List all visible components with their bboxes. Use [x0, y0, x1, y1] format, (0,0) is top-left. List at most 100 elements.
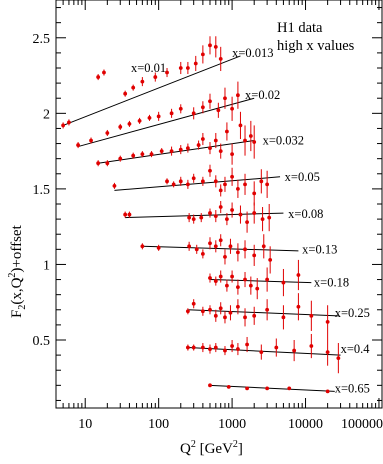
- point-marker: [165, 70, 169, 75]
- point-marker: [325, 319, 330, 324]
- data-point: [260, 207, 265, 232]
- point-marker: [191, 217, 196, 222]
- data-point: [105, 160, 110, 167]
- point-marker: [191, 301, 196, 306]
- data-point: [196, 140, 201, 150]
- point-marker: [218, 306, 223, 311]
- point-marker: [123, 212, 128, 217]
- data-point: [236, 299, 240, 315]
- point-marker: [105, 131, 110, 135]
- data-point: [213, 210, 218, 223]
- x-axis-title-unit-sup: 2: [233, 439, 238, 450]
- data-point: [245, 336, 249, 353]
- point-marker: [223, 182, 227, 187]
- data-point: [236, 81, 240, 109]
- fit-line: [62, 55, 241, 126]
- fit-line: [114, 176, 281, 191]
- point-marker: [185, 309, 190, 314]
- fit-line: [98, 140, 255, 164]
- data-point: [255, 278, 260, 300]
- x-axis-title-q: Q: [180, 441, 191, 457]
- point-marker: [265, 307, 270, 312]
- data-point: [267, 204, 272, 232]
- point-marker: [213, 138, 218, 143]
- legend-line-1: H1 data: [277, 20, 323, 36]
- point-marker: [230, 208, 234, 212]
- data-point: [105, 129, 110, 136]
- data-point: [325, 338, 330, 366]
- data-point: [140, 151, 145, 158]
- series-labels: x=0.01 x=0.013 x=0.02 x=0.032 x=0.05 x=0.08 x=…: [131, 46, 370, 395]
- data-point: [287, 386, 292, 391]
- y-axis-title-sup: 2: [7, 273, 18, 278]
- point-marker: [187, 215, 192, 220]
- point-marker: [228, 244, 233, 249]
- point-marker: [309, 313, 314, 318]
- point-marker: [228, 310, 233, 315]
- point-marker: [296, 273, 301, 277]
- point-marker: [149, 152, 154, 157]
- point-marker: [196, 143, 201, 147]
- data-point: [200, 45, 205, 64]
- point-marker: [223, 348, 227, 353]
- series-label: x=0.18: [314, 276, 349, 290]
- data-point: [127, 211, 132, 218]
- point-marker: [243, 315, 247, 320]
- point-marker: [281, 315, 286, 320]
- data-point: [131, 84, 136, 91]
- data-point: [165, 68, 169, 78]
- data-point: [165, 178, 169, 185]
- point-marker: [185, 345, 190, 350]
- point-marker: [252, 140, 257, 144]
- point-marker: [153, 75, 158, 79]
- data-point: [208, 237, 212, 250]
- data-point: [236, 179, 240, 198]
- point-marker: [223, 315, 227, 320]
- x-axis-title-unit-close: ]: [238, 441, 243, 457]
- data-point: [223, 87, 227, 109]
- y-axis-ticks: 0.5 1 1.5 2 2.5: [33, 7, 382, 401]
- plot-frame: [55, 0, 383, 409]
- point-marker: [159, 149, 164, 154]
- data-point: [213, 175, 218, 188]
- data-point: [223, 176, 227, 192]
- data-point: [252, 306, 257, 325]
- point-marker: [265, 182, 270, 187]
- point-marker: [230, 344, 234, 348]
- point-marker: [200, 179, 205, 184]
- point-marker: [259, 350, 264, 354]
- point-marker: [252, 313, 257, 318]
- data-point: [223, 249, 227, 265]
- series-label: x=0.02: [245, 88, 280, 102]
- data-point: [274, 338, 279, 357]
- point-marker: [238, 212, 243, 217]
- data-point: [208, 36, 212, 55]
- point-marker: [200, 345, 205, 350]
- point-marker: [178, 66, 183, 70]
- data-point: [123, 211, 128, 218]
- y-tick-label: 2.5: [33, 32, 51, 47]
- series-label: x=0.013: [232, 46, 273, 60]
- point-marker: [267, 215, 272, 220]
- data-point: [243, 308, 247, 327]
- x-axis-title-unit: [GeV: [196, 441, 233, 457]
- point-marker: [260, 217, 265, 222]
- point-marker: [123, 91, 128, 96]
- point-marker: [199, 215, 204, 220]
- point-marker: [213, 313, 218, 318]
- point-marker: [236, 186, 240, 191]
- point-marker: [200, 309, 205, 314]
- data-point: [171, 181, 176, 188]
- data-point: [200, 249, 205, 259]
- data-point: [200, 101, 205, 114]
- y-tick-label: 2: [43, 107, 50, 122]
- point-marker: [238, 123, 243, 128]
- point-marker: [112, 183, 117, 188]
- point-marker: [178, 179, 183, 184]
- data-point: [76, 142, 81, 149]
- point-marker: [147, 115, 152, 120]
- data-point: [216, 102, 221, 118]
- point-marker: [268, 258, 273, 262]
- y-tick-label: 1: [43, 258, 50, 273]
- point-marker: [213, 244, 218, 249]
